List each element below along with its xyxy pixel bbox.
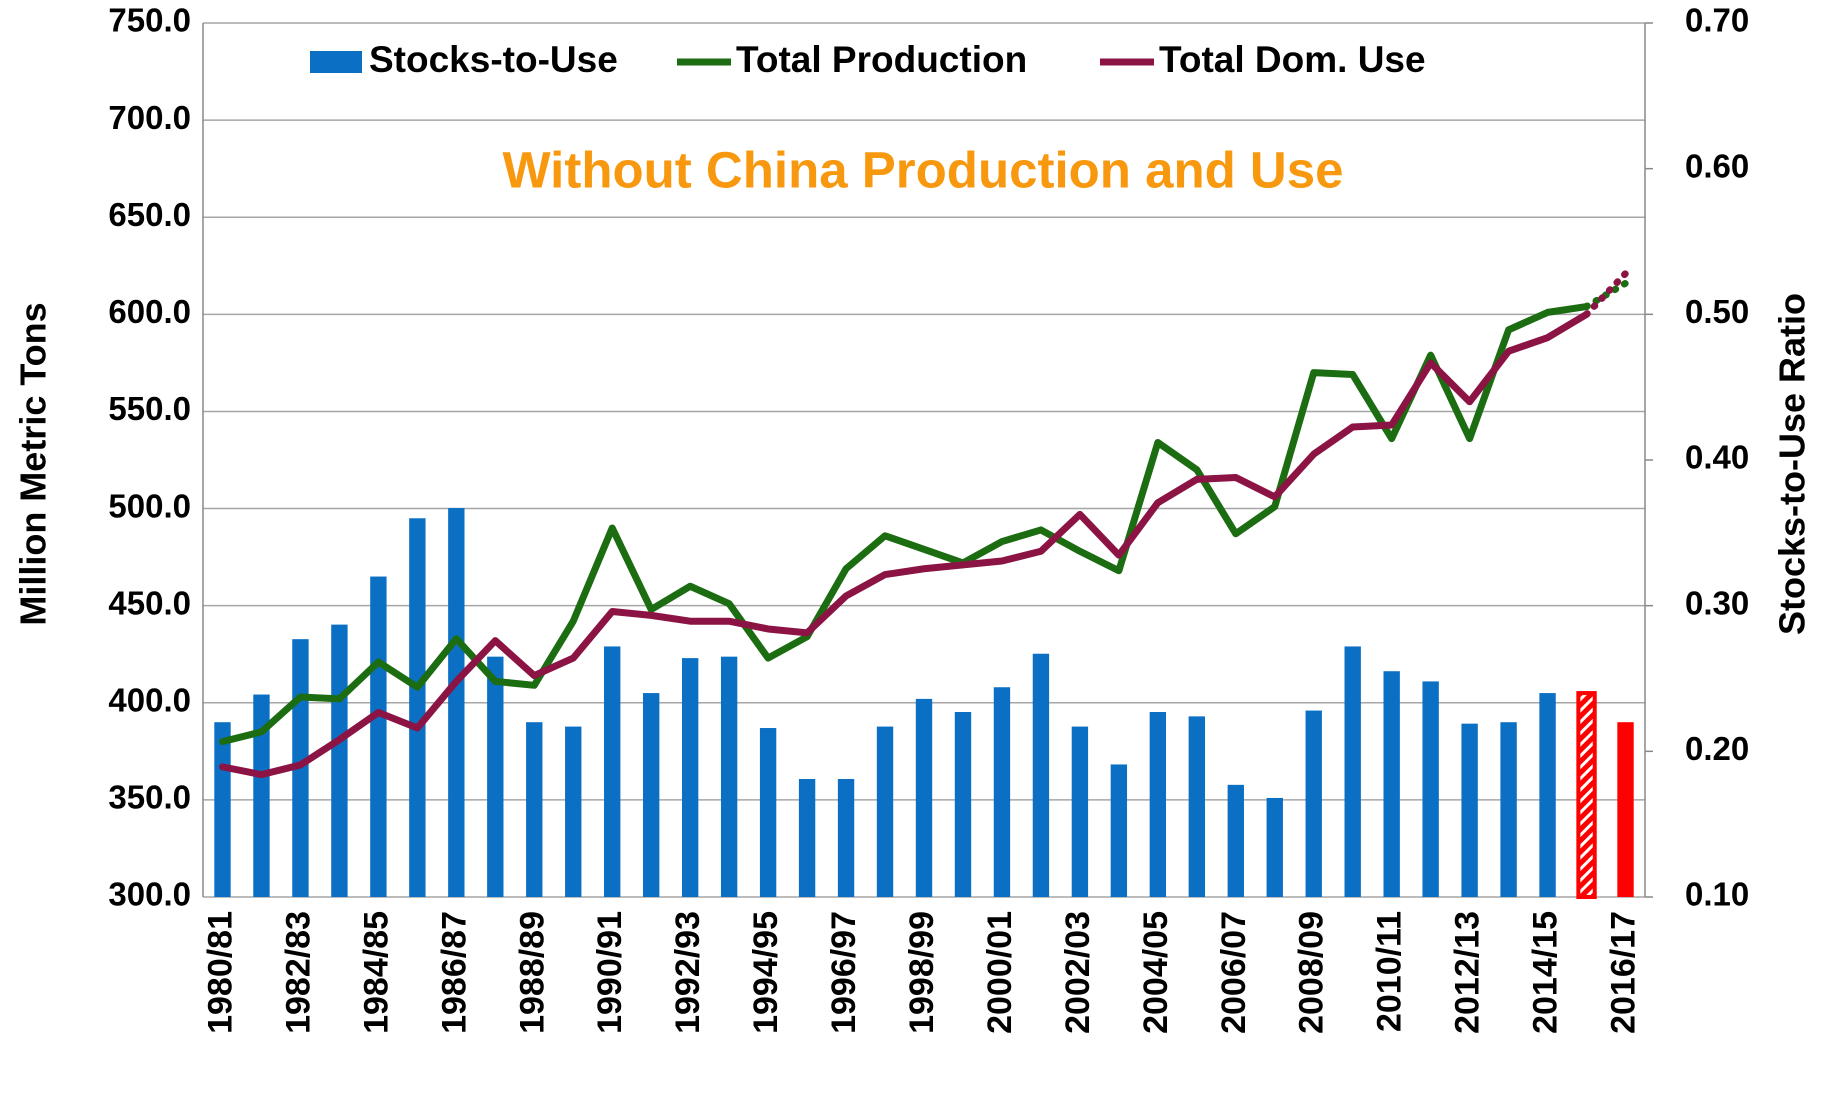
line [218,310,1591,779]
bar [331,624,348,897]
bar [253,694,270,897]
bar [1305,710,1322,897]
bar [1617,722,1634,897]
projection-line [1583,270,1630,318]
bar [1576,691,1597,899]
line [218,303,1591,746]
bar [565,726,582,897]
x-tick-label: 2002/03 [1059,911,1097,1034]
x-tick-label: 2014/15 [1527,911,1565,1034]
y-tick-label: 700.0 [108,99,191,136]
y-tick-label: 750.0 [108,2,191,39]
bar [993,687,1011,897]
bar [1188,716,1205,897]
x-tick-label: 1984/85 [357,911,395,1034]
bar [798,779,816,897]
x-tick-label: 1992/93 [669,911,707,1034]
y-tick-label: 350.0 [108,779,191,816]
x-tick-label: 2012/13 [1449,911,1487,1034]
bar [214,722,231,897]
bar [448,508,465,897]
y-tick-label: 500.0 [108,487,191,524]
y-tick-label: 650.0 [108,196,191,233]
x-tick-label: 2006/07 [1215,911,1253,1034]
y-tick-label: 550.0 [108,390,191,427]
x-tick-label: 1986/87 [435,911,473,1034]
x-tick-label: 1990/91 [591,911,629,1034]
bar [681,658,699,897]
bar [1110,764,1128,897]
y-axis-title: Million Metric Tons [13,302,54,625]
bar [370,576,387,897]
y-tick-label: 450.0 [108,584,191,621]
bar [643,693,660,897]
legend-label: Total Production [736,39,1027,80]
legend-swatch [310,51,362,73]
y-tick-label: 400.0 [108,681,191,718]
bar [1149,712,1167,897]
x-tick-label: 1994/95 [747,911,785,1034]
bar [604,646,621,897]
bar [1227,784,1244,897]
x-tick-label: 2016/17 [1604,911,1642,1034]
legend-label: Total Dom. Use [1159,39,1426,80]
bar [1422,681,1439,897]
bar [487,656,504,897]
y2-tick-label: 0.60 [1685,147,1749,184]
y-tick-label: 600.0 [108,293,191,330]
bar [1344,646,1361,897]
x-tick-label: 2010/11 [1371,911,1409,1032]
y2-tick-label: 0.20 [1685,730,1749,767]
bar [1266,797,1283,897]
bar [915,698,933,897]
bar [409,518,426,897]
y2-tick-label: 0.10 [1685,876,1749,913]
y2-tick-label: 0.40 [1685,439,1749,476]
y2-tick-label: 0.70 [1685,2,1749,39]
bar [1071,726,1089,897]
x-tick-label: 2008/09 [1293,911,1331,1034]
projection-line [1583,279,1630,311]
x-tick-label: 2004/05 [1137,911,1175,1034]
x-tick-label: 1998/99 [903,911,941,1034]
bar [1539,693,1556,897]
bar [759,728,777,897]
y2-axis-title: Stocks-to-Use Ratio [1772,293,1813,635]
bar [720,656,738,897]
bar [1032,653,1050,897]
x-tick-label: 1988/89 [513,911,551,1034]
bar [526,722,543,897]
bar [1383,671,1400,897]
bar [1500,722,1517,897]
legend-label: Stocks-to-Use [369,39,618,80]
x-tick-label: 1996/97 [825,911,863,1034]
bar [837,779,855,897]
bar [1461,723,1478,897]
y-tick-label: 300.0 [108,876,191,913]
y2-tick-label: 0.50 [1685,293,1749,330]
bar [954,712,972,897]
x-tick-label: 2000/01 [981,911,1019,1034]
annotation: Without China Production and Use [502,141,1343,198]
x-tick-label: 1980/81 [201,911,239,1034]
x-tick-label: 1982/83 [279,911,317,1034]
bar [876,726,894,897]
y2-tick-label: 0.30 [1685,584,1749,621]
